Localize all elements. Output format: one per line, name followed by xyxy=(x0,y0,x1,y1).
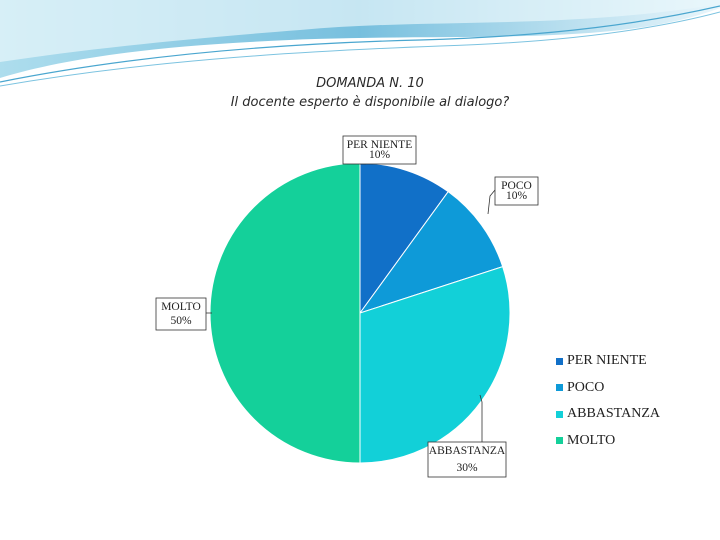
data-label-box-poco xyxy=(494,176,539,206)
legend-swatch-molto xyxy=(556,437,563,445)
chart-title-block: DOMANDA N. 10 Il docente esperto è dispo… xyxy=(0,74,720,112)
pie-slice-molto xyxy=(209,162,361,464)
chart-title: DOMANDA N. 10 xyxy=(316,76,424,91)
data-label-category-abbastanza: ABBASTANZA xyxy=(429,445,506,457)
legend-item-per-niente: PER NIENTE xyxy=(556,348,660,375)
legend-label-poco: POCO xyxy=(567,379,605,395)
data-label-box-abbastanza xyxy=(427,441,507,478)
data-label-category-poco: POCO xyxy=(501,180,532,192)
chart-legend: PER NIENTE POCO ABBASTANZA MOLTO xyxy=(556,348,660,454)
data-label-category-per-niente: PER NIENTE xyxy=(347,139,412,151)
data-label-value-per-niente: 10% xyxy=(369,149,391,161)
legend-swatch-per-niente xyxy=(556,357,563,365)
data-label-value-poco: 10% xyxy=(506,190,528,202)
data-label-category-molto: MOLTO xyxy=(161,301,201,313)
data-label-value-molto: 50% xyxy=(170,315,192,327)
data-label-box-per-niente xyxy=(342,135,417,165)
chart-subtitle: Il docente esperto è disponibile al dial… xyxy=(230,95,510,110)
header-wave-line-2 xyxy=(0,11,720,87)
slide-header-waves xyxy=(0,0,720,87)
legend-item-abbastanza: ABBASTANZA xyxy=(556,401,660,428)
legend-label-abbastanza: ABBASTANZA xyxy=(567,406,660,422)
leader-line-abbastanza xyxy=(479,394,483,442)
legend-item-molto: MOLTO xyxy=(556,428,660,455)
legend-label-per-niente: PER NIENTE xyxy=(567,353,647,369)
legend-swatch-poco xyxy=(556,384,563,392)
data-label-box-molto xyxy=(155,297,207,331)
data-label-value-abbastanza: 30% xyxy=(456,462,478,474)
legend-label-molto: MOLTO xyxy=(567,432,616,448)
header-wave-line-1 xyxy=(0,5,720,83)
legend-item-poco: POCO xyxy=(556,375,660,402)
legend-swatch-abbastanza xyxy=(556,410,563,418)
header-wave-light xyxy=(0,0,720,62)
pie-slice-poco xyxy=(358,190,504,314)
leader-line-poco xyxy=(487,189,496,215)
